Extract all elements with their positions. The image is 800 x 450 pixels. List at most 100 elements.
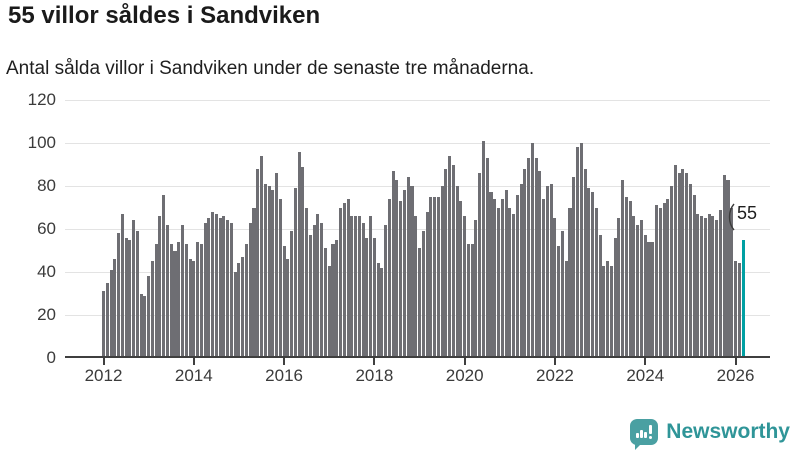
bar bbox=[715, 220, 719, 358]
gridline-y-20 bbox=[65, 315, 770, 316]
bar bbox=[102, 291, 106, 358]
bar bbox=[199, 244, 203, 358]
bar bbox=[500, 198, 504, 358]
bar bbox=[685, 173, 689, 358]
bar bbox=[233, 272, 237, 358]
bar bbox=[576, 147, 580, 358]
bar bbox=[534, 158, 538, 358]
bar bbox=[271, 190, 275, 358]
bar bbox=[124, 237, 128, 358]
bar bbox=[169, 244, 173, 358]
x-axis-tick-label: 2022 bbox=[536, 366, 574, 385]
bar bbox=[301, 166, 305, 358]
bar bbox=[346, 198, 350, 358]
bar bbox=[512, 213, 516, 358]
bar bbox=[177, 241, 181, 358]
bar bbox=[211, 211, 215, 358]
y-axis-tick-label: 20 bbox=[37, 305, 56, 324]
bar bbox=[726, 179, 730, 358]
bar bbox=[384, 224, 388, 358]
bar bbox=[331, 244, 335, 358]
bar bbox=[538, 170, 542, 358]
bar bbox=[549, 183, 553, 358]
bar bbox=[241, 256, 245, 358]
bar bbox=[143, 295, 147, 358]
highlighted-bar bbox=[741, 239, 745, 358]
bar bbox=[613, 237, 617, 358]
bar bbox=[703, 218, 707, 358]
bar bbox=[523, 168, 527, 358]
x-axis-tick bbox=[734, 358, 737, 365]
gridline-y-120 bbox=[65, 100, 770, 101]
bar bbox=[425, 211, 429, 358]
x-axis-line bbox=[65, 356, 770, 358]
bar bbox=[267, 186, 271, 358]
bar bbox=[402, 190, 406, 358]
bar bbox=[440, 186, 444, 358]
bar bbox=[252, 207, 256, 358]
bar bbox=[293, 188, 297, 358]
bar bbox=[312, 224, 316, 358]
bar bbox=[275, 173, 279, 358]
highlight-value-label: 55 bbox=[726, 203, 757, 231]
bar bbox=[248, 222, 252, 358]
bar bbox=[320, 222, 324, 358]
bar bbox=[173, 250, 177, 358]
bar bbox=[361, 222, 365, 358]
bar bbox=[305, 207, 309, 358]
bar bbox=[636, 224, 640, 358]
bar bbox=[621, 179, 625, 358]
bar bbox=[459, 201, 463, 358]
bar bbox=[113, 259, 117, 358]
label-connector-curve bbox=[728, 203, 735, 231]
bar bbox=[670, 186, 674, 358]
bar bbox=[150, 261, 154, 358]
x-axis-tick bbox=[373, 358, 376, 365]
bar bbox=[192, 261, 196, 358]
x-axis-tick-label: 2016 bbox=[265, 366, 303, 385]
bar bbox=[681, 168, 685, 358]
bar bbox=[391, 170, 395, 358]
gridline-y-100 bbox=[65, 143, 770, 144]
x-axis-tick-label: 2026 bbox=[716, 366, 755, 385]
bar bbox=[655, 205, 659, 358]
x-axis-tick-label: 2014 bbox=[174, 366, 213, 385]
bar bbox=[181, 224, 185, 358]
bar bbox=[722, 175, 726, 358]
bar bbox=[688, 183, 692, 358]
bar bbox=[598, 235, 602, 358]
bar bbox=[466, 244, 470, 358]
bar bbox=[666, 198, 670, 358]
bar bbox=[560, 231, 564, 358]
bar bbox=[527, 158, 531, 358]
bar bbox=[339, 207, 343, 358]
bar bbox=[519, 183, 523, 358]
bar bbox=[579, 143, 583, 358]
bar bbox=[429, 196, 433, 358]
bar bbox=[229, 222, 233, 358]
bar bbox=[606, 261, 610, 358]
bar bbox=[165, 224, 169, 358]
bar bbox=[395, 179, 399, 358]
bar bbox=[583, 168, 587, 358]
bar bbox=[297, 151, 301, 358]
bar bbox=[139, 293, 143, 358]
bar bbox=[286, 259, 290, 358]
bar bbox=[463, 216, 467, 358]
bar bbox=[651, 241, 655, 358]
bar bbox=[662, 203, 666, 358]
x-axis-tick-label: 2018 bbox=[355, 366, 394, 385]
bar bbox=[421, 231, 425, 358]
bar bbox=[109, 269, 113, 358]
bar bbox=[572, 177, 576, 358]
bar bbox=[734, 261, 738, 358]
bar bbox=[485, 158, 489, 358]
bar bbox=[508, 207, 512, 358]
y-axis-tick-label: 60 bbox=[37, 219, 56, 238]
bar bbox=[568, 207, 572, 358]
bar bbox=[591, 192, 595, 358]
bar bbox=[647, 241, 651, 358]
bar bbox=[696, 213, 700, 358]
bar bbox=[226, 220, 230, 358]
bar bbox=[545, 186, 549, 358]
